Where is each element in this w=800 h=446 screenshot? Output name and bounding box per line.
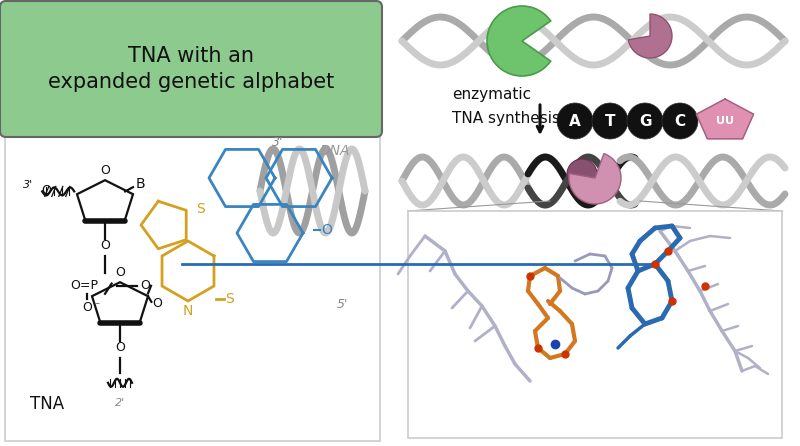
Circle shape <box>557 103 593 139</box>
Text: N: N <box>183 304 193 318</box>
FancyBboxPatch shape <box>408 211 782 438</box>
Text: 3': 3' <box>272 136 284 149</box>
Text: O: O <box>115 266 125 279</box>
Wedge shape <box>487 6 550 76</box>
Text: O: O <box>322 223 333 237</box>
Text: O: O <box>100 240 110 252</box>
Text: C: C <box>674 113 686 128</box>
Text: O: O <box>41 184 51 197</box>
Text: O: O <box>152 297 162 310</box>
Text: ⁻: ⁻ <box>94 301 99 311</box>
Text: O: O <box>140 279 150 292</box>
Text: O: O <box>100 165 110 178</box>
Polygon shape <box>697 99 754 139</box>
Wedge shape <box>569 153 621 204</box>
Text: TNA synthesis: TNA synthesis <box>452 112 560 127</box>
Text: O: O <box>82 301 92 314</box>
Text: O: O <box>115 341 125 354</box>
Circle shape <box>592 103 628 139</box>
Circle shape <box>627 103 663 139</box>
Text: T: T <box>605 113 615 128</box>
Text: B: B <box>136 178 146 191</box>
Text: O=P: O=P <box>70 279 98 292</box>
Text: 3': 3' <box>22 180 33 190</box>
Circle shape <box>567 159 597 189</box>
Text: TNA with an
expanded genetic alphabet: TNA with an expanded genetic alphabet <box>48 46 334 92</box>
Text: DNA: DNA <box>320 144 350 158</box>
Text: 2': 2' <box>115 398 125 408</box>
Text: enzymatic: enzymatic <box>452 87 531 102</box>
Text: S: S <box>226 292 234 306</box>
Text: G: G <box>638 113 651 128</box>
Text: S: S <box>197 202 206 216</box>
Circle shape <box>662 103 698 139</box>
Text: A: A <box>569 113 581 128</box>
Text: 5': 5' <box>336 297 348 310</box>
Text: TNA: TNA <box>30 395 64 413</box>
Text: UU: UU <box>716 116 734 126</box>
Wedge shape <box>628 14 672 58</box>
FancyBboxPatch shape <box>5 136 380 441</box>
FancyBboxPatch shape <box>0 1 382 137</box>
